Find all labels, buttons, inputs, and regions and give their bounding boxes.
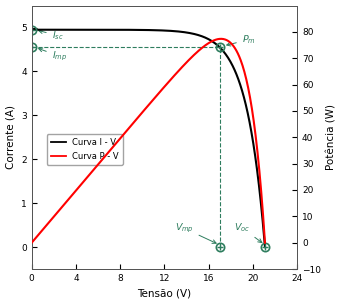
Text: $P_{m}$: $P_{m}$ xyxy=(227,33,255,46)
Text: $V_{mp}$: $V_{mp}$ xyxy=(175,222,216,243)
Y-axis label: Potência (W): Potência (W) xyxy=(327,104,337,170)
Text: $V_{oc}$: $V_{oc}$ xyxy=(234,221,262,243)
Text: $I_{sc}$: $I_{sc}$ xyxy=(39,29,63,42)
X-axis label: Tensão (V): Tensão (V) xyxy=(137,288,192,299)
Legend: Curva I - V, Curva P - V: Curva I - V, Curva P - V xyxy=(47,134,123,165)
Y-axis label: Corrente (A): Corrente (A) xyxy=(5,105,15,169)
Text: $I_{mp}$: $I_{mp}$ xyxy=(39,48,67,63)
